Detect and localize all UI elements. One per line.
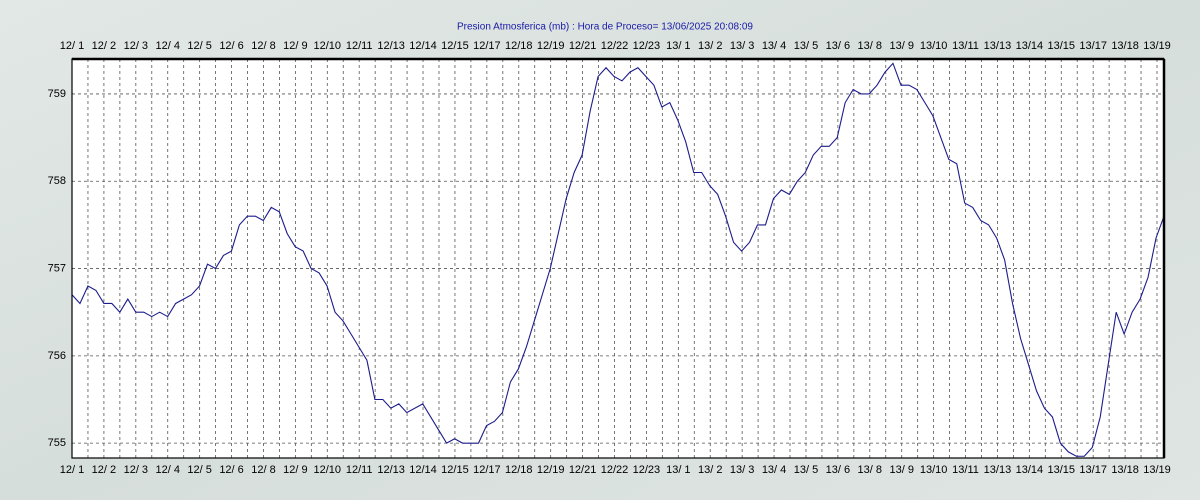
x-tick-label-top: 12/ 2 [92, 40, 116, 52]
x-tick-label-top: 13/14 [1016, 40, 1044, 52]
x-tick-label-bottom: 13/18 [1111, 464, 1139, 476]
x-tick-label-top: 12/11 [346, 40, 373, 52]
x-tick-label-bottom: 12/23 [633, 464, 661, 476]
x-tick-label-bottom: 13/11 [952, 464, 979, 476]
x-tick-label-top: 13/13 [984, 40, 1012, 52]
x-tick-label-top: 12/ 4 [156, 40, 180, 52]
x-tick-label-top: 13/ 4 [762, 40, 786, 52]
x-tick-label-top: 12/ 9 [283, 40, 307, 52]
x-tick-label-bottom: 13/ 2 [698, 464, 722, 476]
x-tick-label-bottom: 12/14 [409, 464, 437, 476]
y-tick-label: 758 [48, 175, 66, 187]
x-tick-label-top: 12/19 [537, 40, 565, 52]
y-tick-label: 756 [48, 350, 66, 362]
x-tick-label-bottom: 13/ 9 [889, 464, 913, 476]
x-tick-label-bottom: 12/13 [377, 464, 405, 476]
y-tick-label: 759 [48, 88, 66, 100]
x-tick-label-bottom: 13/19 [1143, 464, 1171, 476]
x-tick-label-bottom: 13/15 [1047, 464, 1075, 476]
x-tick-label-top: 12/18 [505, 40, 533, 52]
x-tick-label-top: 13/10 [920, 40, 948, 52]
x-tick-label-bottom: 12/15 [441, 464, 469, 476]
x-tick-label-top: 13/ 2 [698, 40, 722, 52]
x-tick-label-top: 12/14 [409, 40, 437, 52]
x-tick-label-bottom: 13/ 8 [858, 464, 882, 476]
x-tick-label-top: 12/ 6 [219, 40, 243, 52]
x-tick-label-bottom: 12/ 2 [92, 464, 116, 476]
x-tick-label-top: 12/13 [377, 40, 405, 52]
x-tick-label-bottom: 13/10 [920, 464, 948, 476]
x-tick-label-bottom: 12/ 8 [251, 464, 275, 476]
x-tick-label-bottom: 12/17 [473, 464, 501, 476]
x-tick-label-bottom: 13/ 3 [730, 464, 754, 476]
x-tick-label-top: 12/ 1 [60, 40, 84, 52]
y-tick-label: 755 [48, 437, 66, 449]
data-line [71, 62, 1165, 457]
x-tick-label-bottom: 12/ 4 [156, 464, 180, 476]
x-tick-label-bottom: 12/18 [505, 464, 533, 476]
x-tick-label-bottom: 13/ 4 [762, 464, 786, 476]
x-tick-label-bottom: 12/21 [569, 464, 597, 476]
x-tick-label-bottom: 13/17 [1079, 464, 1107, 476]
y-tick-label: 757 [48, 262, 66, 274]
x-tick-label-top: 12/10 [314, 40, 342, 52]
x-tick-label-top: 12/17 [473, 40, 501, 52]
x-tick-label-bottom: 13/14 [1016, 464, 1044, 476]
x-tick-label-top: 12/22 [601, 40, 629, 52]
x-tick-label-top: 13/18 [1111, 40, 1139, 52]
x-tick-label-bottom: 12/ 1 [60, 464, 84, 476]
x-tick-label-bottom: 12/22 [601, 464, 629, 476]
x-tick-label-top: 12/21 [569, 40, 597, 52]
x-tick-label-bottom: 13/13 [984, 464, 1012, 476]
x-tick-label-top: 12/ 3 [124, 40, 148, 52]
x-tick-label-top: 12/23 [633, 40, 661, 52]
x-tick-label-top: 13/ 8 [858, 40, 882, 52]
x-tick-label-bottom: 13/ 5 [794, 464, 818, 476]
x-tick-label-top: 13/19 [1143, 40, 1171, 52]
x-tick-label-bottom: 12/ 3 [124, 464, 148, 476]
x-tick-label-top: 12/ 5 [187, 40, 211, 52]
x-tick-label-bottom: 12/ 5 [187, 464, 211, 476]
x-tick-label-top: 12/15 [441, 40, 469, 52]
x-tick-label-top: 13/ 6 [826, 40, 850, 52]
x-tick-label-top: 13/ 5 [794, 40, 818, 52]
x-tick-label-top: 13/15 [1047, 40, 1075, 52]
x-tick-label-bottom: 12/ 9 [283, 464, 307, 476]
x-tick-label-top: 13/ 9 [889, 40, 913, 52]
x-tick-label-bottom: 13/ 1 [666, 464, 690, 476]
x-tick-label-bottom: 12/11 [346, 464, 373, 476]
plot-area [72, 59, 1164, 458]
x-tick-label-top: 12/ 8 [251, 40, 275, 52]
x-tick-label-bottom: 12/10 [314, 464, 342, 476]
x-tick-label-bottom: 12/19 [537, 464, 565, 476]
x-tick-label-top: 13/ 1 [666, 40, 690, 52]
x-tick-label-top: 13/17 [1079, 40, 1107, 52]
x-tick-label-top: 13/ 3 [730, 40, 754, 52]
x-tick-label-top: 13/11 [952, 40, 979, 52]
x-tick-label-bottom: 13/ 6 [826, 464, 850, 476]
chart-title: Presion Atmosferica (mb) : Hora de Proce… [457, 22, 753, 33]
x-tick-label-bottom: 12/ 6 [219, 464, 243, 476]
